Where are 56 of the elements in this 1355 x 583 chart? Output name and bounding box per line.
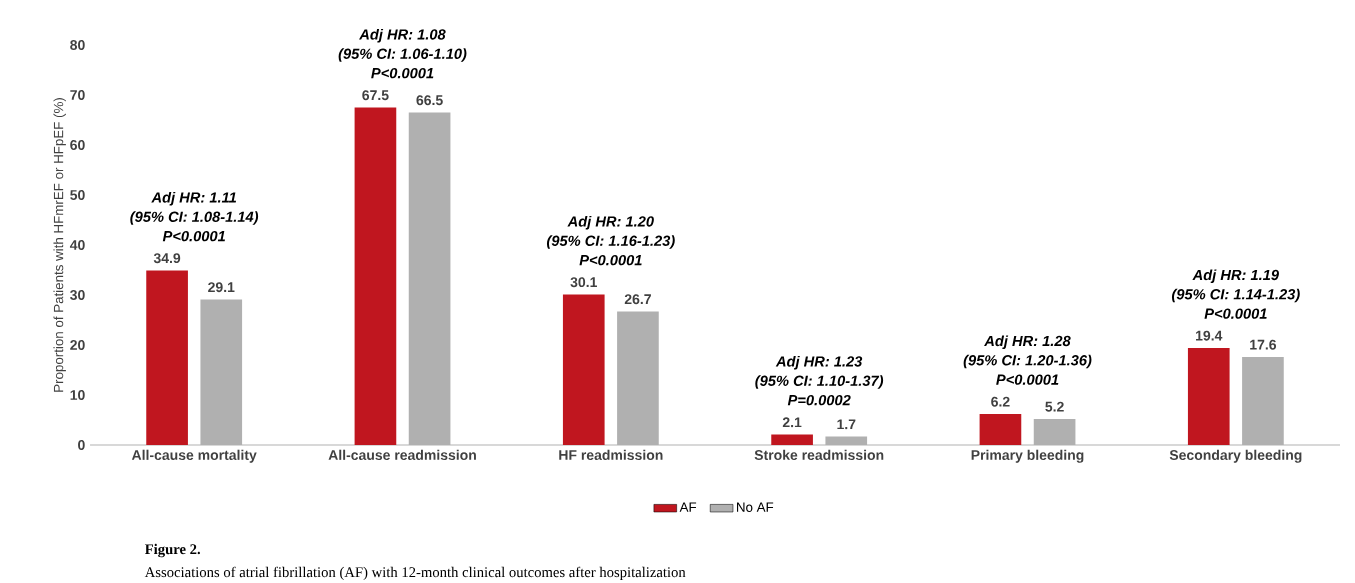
- legend-label: AF: [679, 502, 697, 512]
- data-label: 67.5: [362, 90, 389, 101]
- annotation: (95% CI: 1.10-1.37): [755, 375, 884, 389]
- annotation: (95% CI: 1.16-1.23): [546, 235, 675, 249]
- caption: Figure 2.: [144, 543, 200, 558]
- bar: [354, 107, 397, 445]
- y-tick-label: 10: [70, 390, 85, 400]
- annotation: (95% CI: 1.06-1.10): [338, 48, 467, 62]
- y-axis-title: Proportion of Patients with HFmrEF or HFpEF (%): [53, 98, 66, 392]
- y-tick-label: 40: [69, 240, 85, 250]
- annotation: (95% CI: 1.14-1.23): [1171, 288, 1300, 303]
- annotation: Adj HR: 1.23: [775, 355, 863, 370]
- annotation: Adj HR: 1.11: [151, 191, 237, 206]
- annotation: P=0.0002: [787, 394, 851, 406]
- data-label: 29.1: [208, 282, 235, 293]
- data-label: 1.7: [837, 419, 856, 430]
- y-tick-label: 0: [78, 440, 85, 450]
- annotation: P<0.0001: [371, 67, 434, 79]
- x-tick-label: Secondary bleeding: [1169, 449, 1302, 463]
- bar: [146, 270, 188, 445]
- annotation: P<0.0001: [162, 230, 225, 242]
- data-label: 6.2: [991, 396, 1010, 407]
- text: Adj HR: 1.08: [359, 28, 446, 43]
- bar: [562, 294, 605, 445]
- data-label: 17.6: [1250, 339, 1277, 350]
- y-tick-label: 50: [70, 190, 85, 200]
- legend-label: No AF: [737, 502, 774, 512]
- annotation: Adj HR: 1.20: [567, 215, 654, 230]
- x-tick-label: HF readmission: [559, 449, 663, 460]
- data-label: 5.2: [1045, 401, 1064, 412]
- annotation: (95% CI: 1.08-1.14): [130, 211, 259, 225]
- data-label: 19.4: [1196, 330, 1223, 341]
- annotation: P<0.0001: [996, 374, 1059, 385]
- bar: [979, 414, 1022, 445]
- y-tick-label: 80: [70, 40, 85, 50]
- annotation: P<0.0001: [579, 254, 642, 266]
- text: Associations of atrial fibrillation (AF) with 12-month clinical outcomes after hospitalization: [144, 566, 686, 581]
- annotation: (95% CI: 1.20-1.36): [963, 354, 1092, 369]
- y-tick-label: 20: [70, 340, 85, 350]
- y-tick-label: 60: [70, 140, 85, 150]
- data-label: 30.1: [570, 277, 597, 288]
- annotation: Adj HR: 1.19: [1192, 269, 1279, 284]
- data-label: 2.1: [782, 417, 802, 428]
- data-label: 66.5: [416, 95, 443, 106]
- annotation: P<0.0001: [1204, 308, 1267, 319]
- y-tick-label: 70: [70, 90, 85, 100]
- data-label: 34.9: [153, 253, 181, 264]
- bar: [1187, 348, 1230, 445]
- y-tick-label: 30: [70, 290, 85, 300]
- bar: [771, 434, 813, 445]
- x-tick-label: Stroke readmission: [754, 449, 884, 460]
- annotation: Adj HR: 1.28: [984, 335, 1071, 350]
- x-tick-label: All-cause mortality: [131, 449, 257, 463]
- x-tick-label: Primary bleeding: [971, 449, 1084, 463]
- data-label: 26.7: [624, 294, 651, 305]
- x-tick-label: All-cause readmission: [328, 449, 476, 460]
